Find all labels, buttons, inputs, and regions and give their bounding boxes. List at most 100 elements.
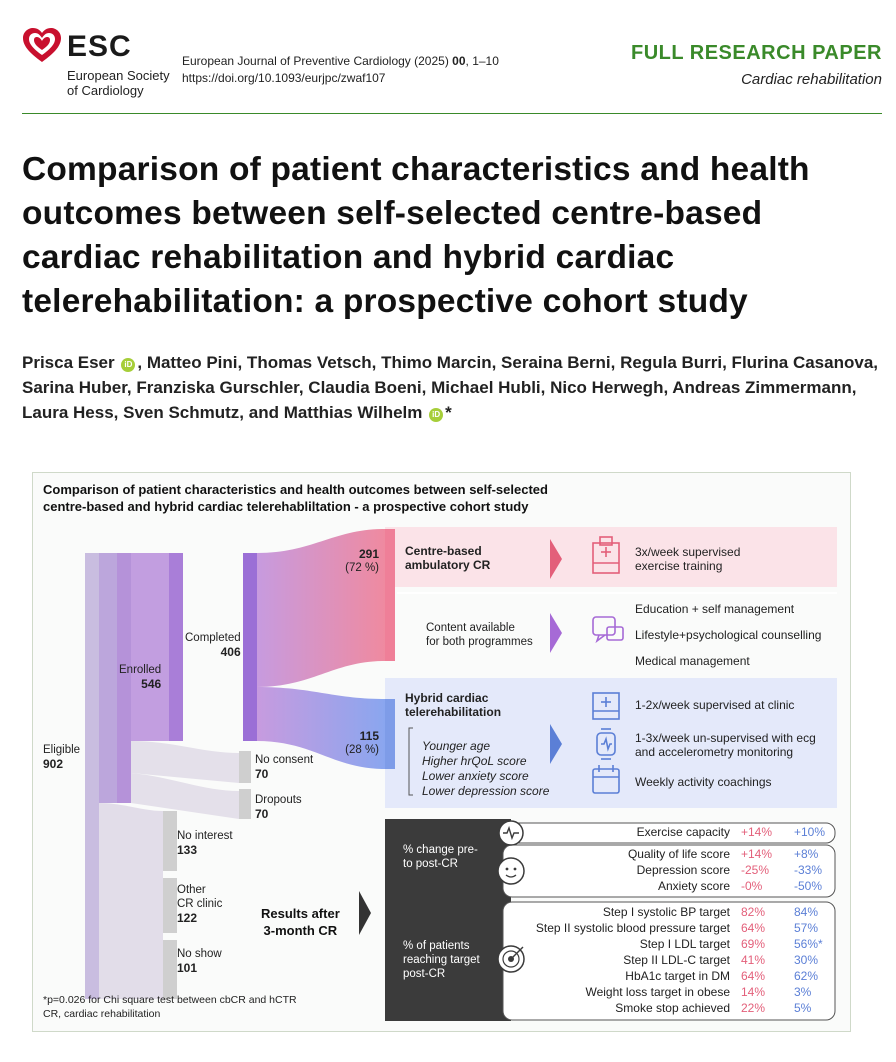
- result-hybrid-value: -50%: [794, 879, 823, 893]
- corresponding-star: *: [445, 403, 452, 422]
- enrolled-text: Enrolled: [119, 664, 162, 676]
- shared-item: Medical management: [635, 654, 750, 668]
- not-enrolled-band: [99, 803, 163, 999]
- hybrid-traits: Younger age Higher hrQoL score Lower anx…: [422, 739, 549, 799]
- cb-percent: (72 %): [345, 562, 379, 574]
- enrolled-label: Enrolled 546: [119, 663, 161, 691]
- journal-pages: , 1–10: [465, 54, 499, 68]
- no-show-bar: [163, 940, 177, 999]
- result-hybrid-value: -33%: [794, 863, 823, 877]
- other-clinic-label: Other CR clinic 122: [177, 883, 222, 925]
- change-label-1: % change pre-: [403, 844, 478, 856]
- smartwatch-icon: [596, 728, 616, 760]
- no-consent-bar: [239, 751, 251, 783]
- result-label: Weight loss target in obese: [585, 985, 730, 999]
- shared-label-2: for both programmes: [426, 636, 533, 648]
- results-heading-1: Results after: [261, 906, 340, 921]
- no-interest-text: No interest: [177, 830, 233, 842]
- journal-header: ESC European Society of Cardiology Europ…: [0, 0, 896, 112]
- result-label: Depression score: [636, 863, 730, 877]
- target-label-panel: [385, 901, 511, 1021]
- result-cb-value: 41%: [741, 953, 766, 967]
- esc-sub-line-1: European Society: [67, 68, 170, 83]
- eligible-label: Eligible 902: [43, 743, 80, 771]
- no-consent-count: 70: [255, 767, 269, 781]
- result-label: Step II systolic blood pressure target: [535, 921, 730, 935]
- esc-heart-icon: [23, 28, 61, 62]
- hybrid-flow: [257, 687, 385, 769]
- no-consent-text: No consent: [255, 754, 314, 766]
- cb-program-name: Centre-based ambulatory CR: [405, 544, 490, 572]
- hybrid-panel: [385, 678, 837, 808]
- no-interest-count: 133: [177, 843, 198, 857]
- doi-link[interactable]: https://doi.org/10.1093/eurjpc/zwaf107: [182, 71, 386, 85]
- calendar-icon: [592, 765, 620, 794]
- result-hybrid-value: 84%: [794, 905, 819, 919]
- orcid-icon-corresponding[interactable]: iD: [429, 408, 444, 422]
- result-label: Step I LDL target: [639, 937, 730, 951]
- completed-label: Completed 406: [185, 631, 241, 659]
- cb-count: 291: [358, 547, 379, 561]
- cb-arrow-icon: [550, 539, 562, 579]
- dropouts-bar: [239, 789, 251, 819]
- result-hybrid-value: 3%: [794, 985, 812, 999]
- completed-split-bar: [243, 553, 257, 741]
- shared-label-1: Content available: [426, 622, 515, 634]
- other-clinic-text-1: Other: [177, 884, 206, 896]
- target-label-3: post-CR: [403, 968, 446, 980]
- hybrid-name-1: Hybrid cardiac: [405, 691, 489, 705]
- footnote-2: CR, cardiac rehabilitation: [43, 1008, 161, 1020]
- result-label: HbA1c target in DM: [625, 969, 730, 983]
- graphical-abstract: Comparison of patient characteristics an…: [32, 472, 851, 1032]
- result-hybrid-value: 5%: [794, 1001, 812, 1015]
- clinic-building-icon-hybrid: [592, 692, 620, 720]
- esc-name: ESC: [67, 30, 132, 63]
- result-cb-value: 22%: [741, 1001, 766, 1015]
- dropouts-band: [131, 773, 239, 819]
- dropouts-text: Dropouts: [255, 794, 302, 806]
- author-list: Prisca Eser iD, Matteo Pini, Thomas Vets…: [22, 350, 882, 425]
- paper-section: Cardiac rehabilitation: [741, 71, 882, 88]
- hybrid-feature-3: Weekly activity coachings: [635, 775, 772, 789]
- cb-name-2: ambulatory CR: [405, 558, 491, 572]
- smiley-icon: [497, 857, 525, 885]
- shared-item: Lifestyle+psychological counselling: [635, 628, 822, 642]
- results-heading: Results after 3-month CR: [261, 905, 340, 939]
- enrolled-band: [99, 553, 117, 803]
- flow-diagram: [85, 527, 837, 1021]
- hybrid-trait: Lower depression score: [422, 784, 550, 798]
- eligible-text: Eligible: [43, 744, 81, 756]
- orcid-icon[interactable]: iD: [121, 358, 136, 372]
- eligible-bar: [85, 553, 99, 999]
- author-first[interactable]: Prisca Eser: [22, 353, 115, 372]
- eligible-count: 902: [43, 757, 64, 771]
- paper-type: FULL RESEARCH PAPER: [630, 42, 882, 64]
- cb-flow: [257, 529, 385, 687]
- hybrid-count-label: 115 (28 %): [333, 729, 379, 757]
- result-cb-value: +14%: [741, 847, 773, 861]
- author-rest[interactable]: , Matteo Pini, Thomas Vetsch, Thimo Marc…: [22, 353, 878, 422]
- hybrid-percent: (28 %): [345, 744, 379, 756]
- result-hybrid-value: 56%*: [794, 937, 823, 951]
- hybrid-feature-2: 1-3x/week un-supervised with ecg and acc…: [635, 731, 816, 759]
- cb-feature-1: 3x/week supervised: [635, 545, 741, 559]
- result-label: Anxiety score: [657, 879, 730, 893]
- cb-feature: 3x/week supervised exercise training: [635, 545, 740, 573]
- completed-count: 406: [220, 645, 241, 659]
- result-label: Quality of life score: [627, 847, 730, 861]
- result-hybrid-value: 57%: [794, 921, 819, 935]
- cb-bar: [385, 529, 395, 661]
- result-cb-value: 64%: [741, 969, 766, 983]
- hybrid-trait: Lower anxiety score: [422, 769, 529, 783]
- header-divider: [22, 113, 882, 114]
- paper-type-block: FULL RESEARCH PAPER Cardiac rehabilitati…: [631, 42, 882, 88]
- result-cb-value: -25%: [741, 863, 770, 877]
- result-cb-value: 14%: [741, 985, 766, 999]
- enrolled-count: 546: [141, 677, 162, 691]
- shared-label: Content available for both programmes: [426, 621, 533, 649]
- result-hybrid-value: +10%: [794, 825, 826, 839]
- esc-logo[interactable]: ESC European Society of Cardiology: [22, 28, 172, 98]
- completed-band: [131, 553, 169, 741]
- abstract-title: Comparison of patient characteristics an…: [43, 481, 643, 515]
- esc-full-name: European Society of Cardiology: [67, 68, 197, 98]
